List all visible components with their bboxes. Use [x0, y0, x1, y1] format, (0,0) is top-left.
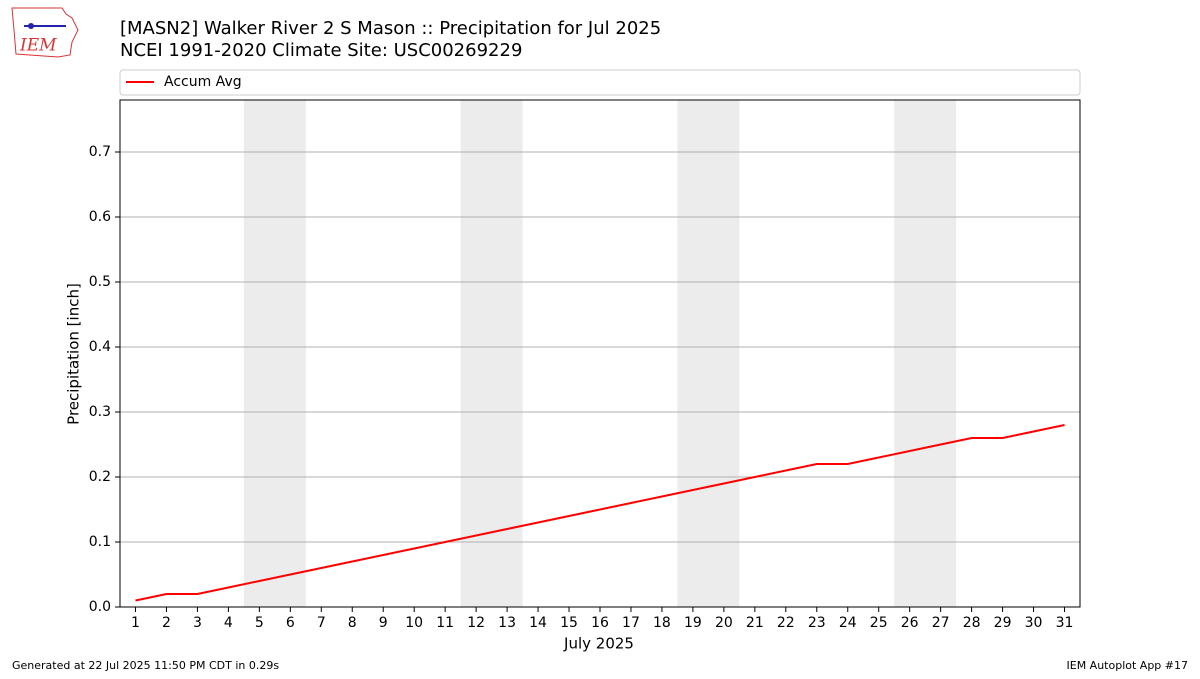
x-axis-label: July 2025	[563, 635, 634, 653]
footer-left: Generated at 22 Jul 2025 11:50 PM CDT in…	[12, 659, 279, 672]
x-tick-label: 14	[529, 615, 547, 631]
y-tick-label: 0.4	[89, 339, 111, 355]
x-tick-label: 19	[684, 615, 702, 631]
x-tick-label: 9	[379, 615, 388, 631]
x-tick-label: 3	[193, 615, 202, 631]
x-tick-label: 20	[715, 615, 733, 631]
x-tick-label: 23	[808, 615, 826, 631]
x-tick-label: 26	[901, 615, 919, 631]
x-tick-label: 30	[1025, 615, 1043, 631]
y-tick-label: 0.3	[89, 404, 111, 420]
chart-subtitle: NCEI 1991-2020 Climate Site: USC00269229	[120, 40, 522, 61]
y-tick-label: 0.6	[89, 209, 111, 225]
x-tick-label: 5	[255, 615, 264, 631]
legend-label: Accum Avg	[164, 74, 242, 90]
logo: IEM	[11, 7, 79, 58]
x-tick-label: 4	[224, 615, 233, 631]
x-tick-label: 7	[317, 615, 326, 631]
data-line	[135, 424, 1065, 602]
x-tick-label: 28	[963, 615, 981, 631]
x-tick-label: 17	[622, 615, 640, 631]
x-tick-label: 10	[405, 615, 423, 631]
weekend-shade	[460, 100, 523, 607]
x-tick-label: 13	[498, 615, 516, 631]
chart-title: [MASN2] Walker River 2 S Mason :: Precip…	[120, 18, 661, 39]
legend-box	[119, 69, 1081, 96]
weekend-shade	[677, 100, 740, 607]
weekend-shade	[894, 100, 957, 607]
logo-outline	[11, 7, 79, 58]
x-tick-label: 8	[348, 615, 357, 631]
x-tick-label: 24	[839, 615, 857, 631]
x-tick-label: 16	[591, 615, 609, 631]
logo-dot	[28, 23, 34, 29]
footer-right: IEM Autoplot App #17	[1067, 659, 1189, 672]
x-tick-label: 22	[777, 615, 795, 631]
x-tick-label: 2	[162, 615, 171, 631]
y-tick-label: 0.0	[89, 599, 111, 615]
x-tick-label: 25	[870, 615, 888, 631]
y-tick-label: 0.1	[89, 534, 111, 550]
logo-text: IEM	[19, 36, 57, 56]
weekend-shade	[243, 100, 306, 607]
x-tick-label: 6	[286, 615, 295, 631]
y-tick-label: 0.2	[89, 469, 111, 485]
x-tick-label: 21	[746, 615, 764, 631]
x-tick-label: 11	[436, 615, 454, 631]
x-tick-label: 27	[932, 615, 950, 631]
x-tick-label: 18	[653, 615, 671, 631]
y-tick-label: 0.5	[89, 274, 111, 290]
y-tick-label: 0.7	[89, 144, 111, 160]
x-tick-label: 1	[131, 615, 140, 631]
x-tick-label: 31	[1056, 615, 1074, 631]
plot-frame	[119, 99, 1081, 608]
x-tick-label: 15	[560, 615, 578, 631]
y-axis-label: Precipitation [inch]	[65, 283, 83, 425]
x-tick-label: 12	[467, 615, 485, 631]
x-tick-label: 29	[994, 615, 1012, 631]
